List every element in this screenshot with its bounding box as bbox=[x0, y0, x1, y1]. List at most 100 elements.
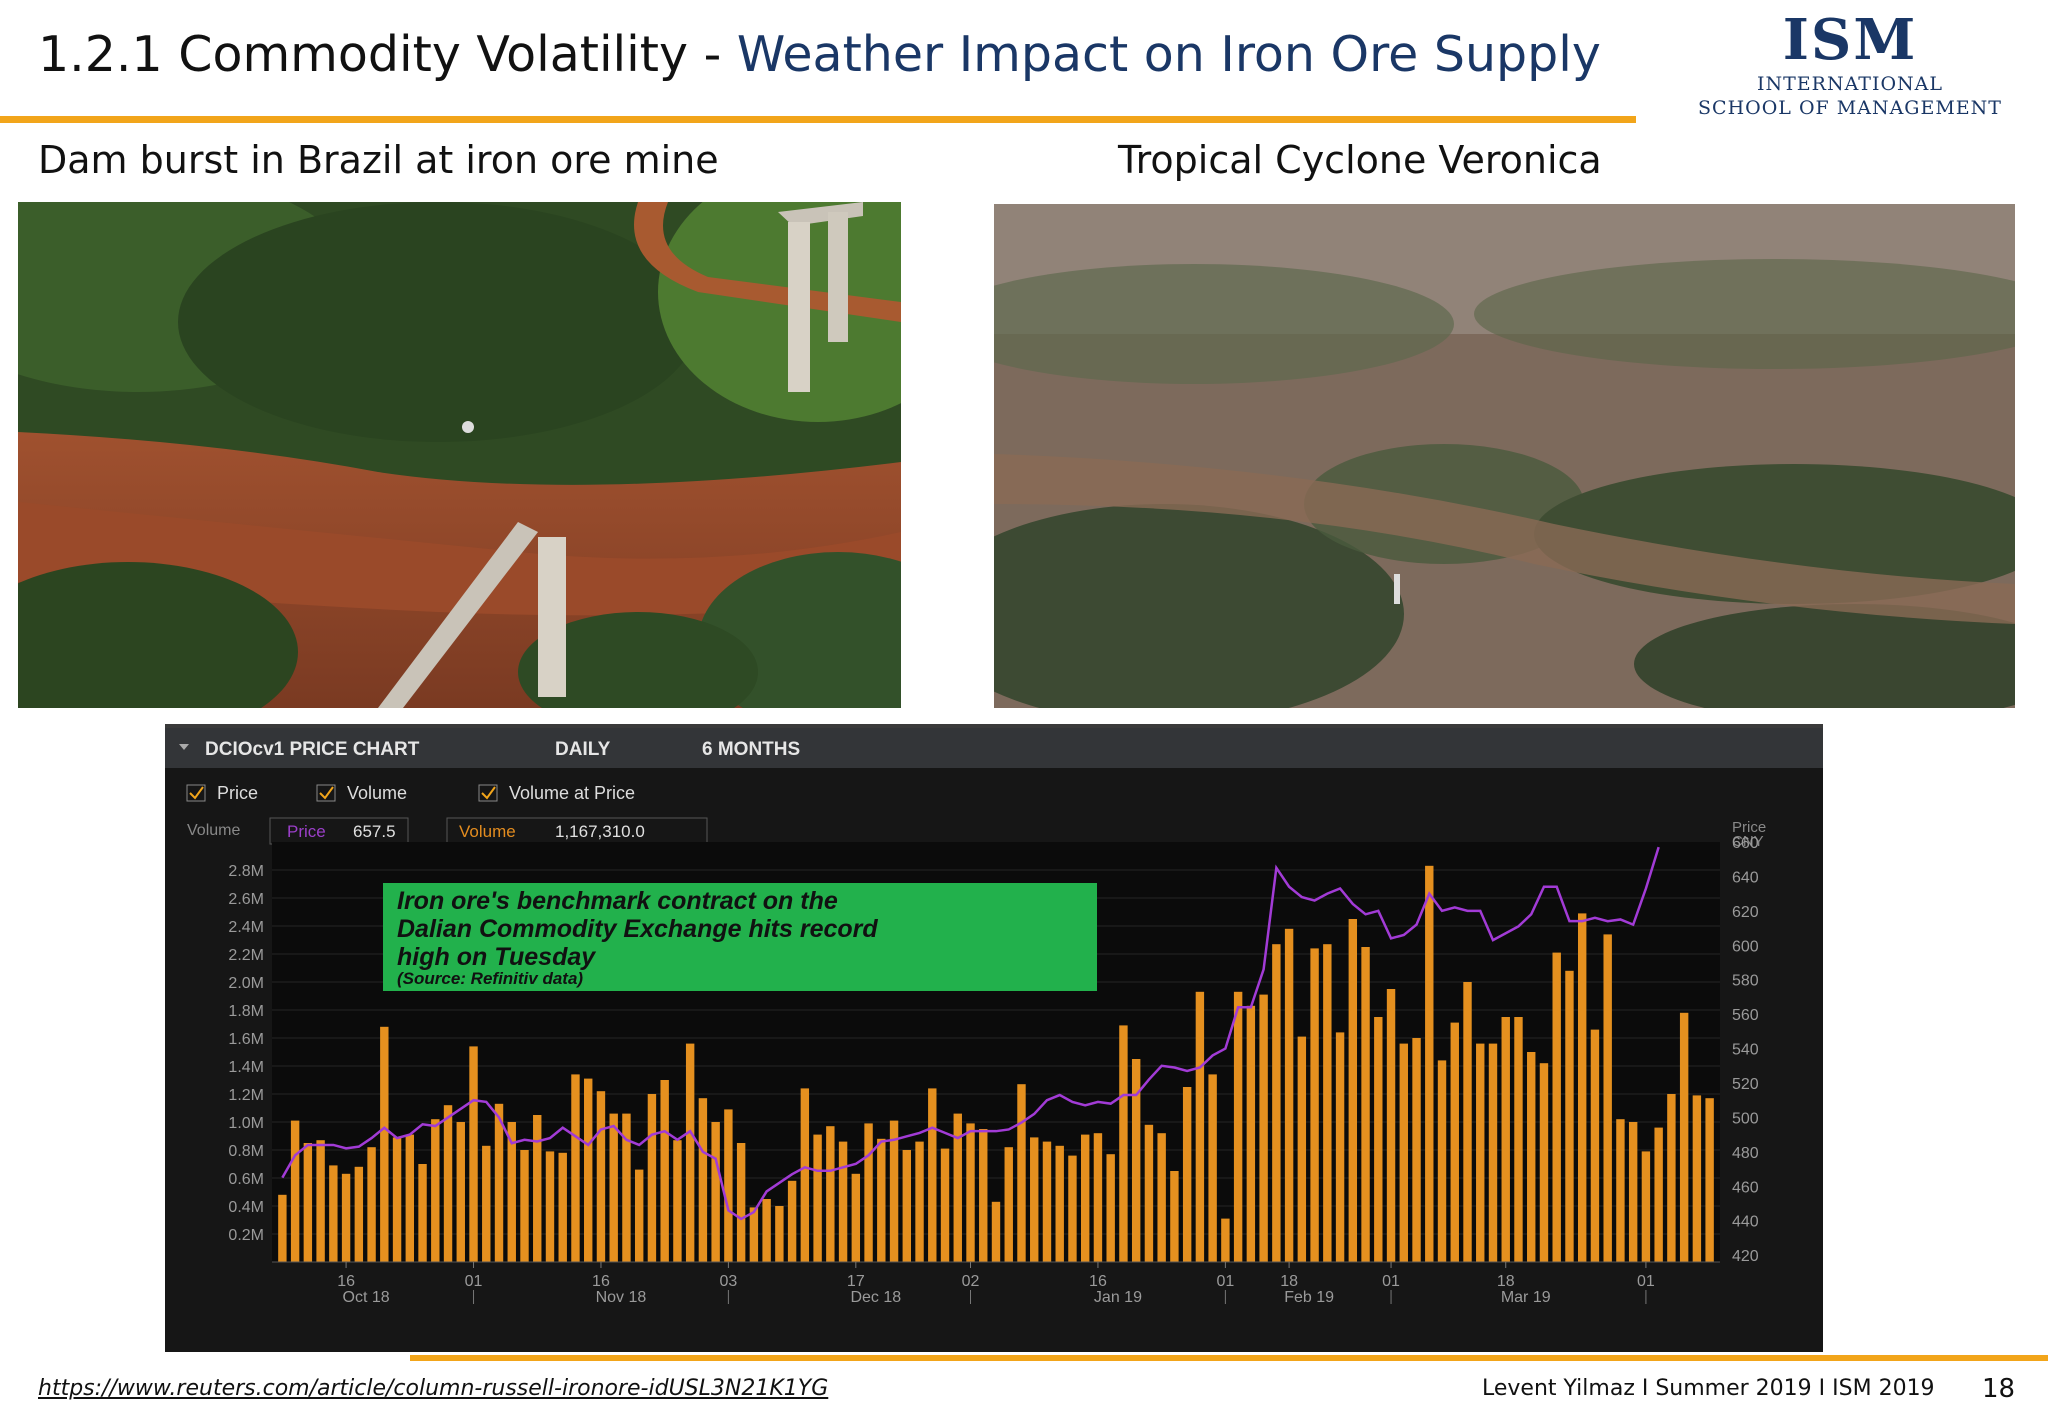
volume-bar bbox=[1093, 1133, 1103, 1262]
volume-tick-label: 1.4M bbox=[228, 1059, 264, 1076]
toggle-volume[interactable]: Volume bbox=[316, 783, 407, 803]
logo-line-2: SCHOOL OF MANAGEMENT bbox=[1698, 97, 2002, 119]
x-tick-month: Feb 19 bbox=[1284, 1289, 1334, 1306]
volume-bar bbox=[1131, 1059, 1141, 1262]
volume-bar bbox=[1157, 1133, 1166, 1262]
x-tick-day: 01 bbox=[1216, 1273, 1234, 1290]
volume-bar bbox=[889, 1120, 899, 1262]
volume-bar bbox=[966, 1123, 975, 1262]
price-line bbox=[281, 846, 1660, 1221]
volume-bar bbox=[647, 1094, 657, 1262]
volume-bar bbox=[1042, 1141, 1052, 1262]
volume-bar bbox=[724, 1109, 733, 1262]
annotation-source: (Source: Refinitiv data) bbox=[397, 969, 583, 988]
volume-bar bbox=[1170, 1171, 1179, 1262]
annotation-box bbox=[383, 883, 1097, 991]
volume-bar bbox=[1603, 934, 1612, 1262]
volume-bar bbox=[864, 1123, 873, 1262]
toggle-price[interactable]: Price bbox=[186, 783, 258, 803]
volume-bar bbox=[431, 1119, 440, 1262]
toggle-volume-at-price[interactable]: Volume at Price bbox=[478, 783, 635, 803]
checkbox-volume-at-price[interactable] bbox=[478, 784, 498, 802]
annotation-line-3: high on Tuesday bbox=[397, 943, 596, 971]
x-tick-day: 03 bbox=[719, 1273, 737, 1290]
source-link[interactable]: https://www.reuters.com/article/column-r… bbox=[38, 1376, 829, 1401]
volume-bar bbox=[1590, 1029, 1600, 1262]
volume-bar bbox=[1463, 982, 1472, 1262]
x-tick-day: 01 bbox=[1382, 1273, 1400, 1290]
volume-bar bbox=[329, 1165, 338, 1262]
volume-bar bbox=[1565, 970, 1574, 1262]
logo-line-1: INTERNATIONAL bbox=[1756, 73, 1943, 95]
checkbox-price[interactable] bbox=[186, 784, 206, 802]
volume-bar bbox=[392, 1137, 402, 1262]
price-tick-label: 620 bbox=[1732, 904, 1759, 921]
x-tick-day: 16 bbox=[592, 1273, 610, 1290]
x-tick-day: 01 bbox=[465, 1273, 483, 1290]
price-readout-value: 657.5 bbox=[353, 822, 396, 841]
volume-bar bbox=[1705, 1098, 1714, 1262]
volume-bar bbox=[826, 1126, 835, 1262]
volume-bar bbox=[1616, 1119, 1625, 1262]
volume-bar bbox=[1144, 1124, 1154, 1262]
volume-tick-label: 1.2M bbox=[228, 1087, 264, 1104]
volume-bar bbox=[1182, 1087, 1192, 1262]
chart-header-interval[interactable]: DAILY bbox=[555, 739, 611, 760]
page-number: 18 bbox=[1982, 1374, 2016, 1404]
volume-bar bbox=[775, 1206, 784, 1262]
volume-bar bbox=[1348, 919, 1358, 1262]
volume-bar bbox=[979, 1129, 988, 1262]
volume-tick-label: 2.8M bbox=[228, 863, 264, 880]
volume-bar bbox=[1259, 994, 1268, 1262]
volume-bar bbox=[1374, 1017, 1383, 1262]
volume-bar bbox=[443, 1105, 453, 1262]
volume-bar bbox=[991, 1201, 1001, 1262]
volume-bar bbox=[545, 1151, 555, 1262]
volume-bar bbox=[1233, 991, 1243, 1262]
chart-header-period[interactable]: 6 MONTHS bbox=[702, 739, 800, 760]
volume-bar bbox=[762, 1199, 771, 1262]
volume-tick-label: 2.2M bbox=[228, 947, 264, 964]
x-tick-month: Dec 18 bbox=[850, 1289, 901, 1306]
volume-bar bbox=[813, 1134, 822, 1262]
caption-cyclone: Tropical Cyclone Veronica bbox=[1118, 138, 1602, 182]
volume-readout-value: 1,167,310.0 bbox=[555, 822, 645, 841]
x-tick-day: 17 bbox=[847, 1273, 865, 1290]
checkbox-volume[interactable] bbox=[316, 784, 336, 802]
price-readout-label: Price bbox=[287, 822, 326, 841]
collapse-arrow-icon[interactable] bbox=[179, 744, 189, 750]
volume-bar bbox=[1004, 1147, 1013, 1262]
volume-bar bbox=[1106, 1154, 1115, 1262]
volume-bar bbox=[1412, 1038, 1421, 1262]
right-axis-label-cny: CNY bbox=[1732, 833, 1764, 850]
volume-bar bbox=[1386, 989, 1396, 1262]
price-tick-label: 520 bbox=[1732, 1076, 1759, 1093]
volume-bar bbox=[418, 1164, 427, 1262]
volume-bar bbox=[1501, 1017, 1510, 1262]
volume-bar bbox=[1017, 1084, 1026, 1262]
price-tick-label: 560 bbox=[1732, 1007, 1759, 1024]
price-tick-label: 420 bbox=[1732, 1248, 1759, 1265]
x-tick-month: Jan 19 bbox=[1094, 1289, 1142, 1306]
title-accent: Weather Impact on Iron Ore Supply bbox=[736, 26, 1601, 83]
volume-bar bbox=[1272, 944, 1281, 1262]
volume-bar bbox=[596, 1091, 606, 1262]
volume-bar bbox=[1667, 1094, 1676, 1262]
volume-tick-label: 0.4M bbox=[228, 1199, 264, 1216]
annotation-line-1: Iron ore's benchmark contract on the bbox=[397, 887, 838, 915]
volume-bar bbox=[1221, 1218, 1230, 1262]
volume-tick-label: 0.8M bbox=[228, 1143, 264, 1160]
volume-bar bbox=[367, 1147, 376, 1262]
price-tick-label: 640 bbox=[1732, 869, 1759, 886]
check-icon bbox=[189, 786, 204, 800]
volume-bar bbox=[1310, 948, 1319, 1262]
volume-bar bbox=[634, 1169, 644, 1262]
volume-bar bbox=[507, 1122, 516, 1262]
volume-bar bbox=[1399, 1043, 1408, 1262]
volume-bar bbox=[1577, 913, 1587, 1262]
x-tick-day: 16 bbox=[337, 1273, 355, 1290]
volume-bar bbox=[494, 1103, 504, 1262]
volume-bar bbox=[749, 1207, 759, 1262]
volume-bar bbox=[838, 1141, 848, 1262]
chart-header-bar bbox=[165, 728, 1823, 768]
